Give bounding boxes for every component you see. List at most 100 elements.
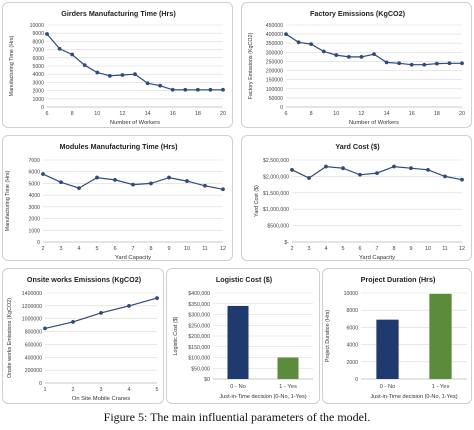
x-tick-label: 1	[44, 387, 47, 393]
data-point	[195, 87, 200, 92]
x-axis-label: Number of Workers	[110, 120, 160, 126]
y-tick-label: 4000	[32, 72, 44, 78]
y-tick-label: 350000	[266, 41, 283, 47]
y-tick-label: $-	[284, 240, 289, 246]
chart-onsite-works-emissions: Onsite works Emissions (KgCO2) 0 200000 400…	[2, 268, 164, 404]
data-point	[372, 52, 376, 57]
y-tick-label: 4000	[346, 343, 358, 349]
series-line	[42, 173, 224, 190]
data-point	[409, 62, 414, 67]
data-point	[208, 87, 213, 92]
x-tick-label: 10	[333, 111, 339, 117]
y-tick-label: 6000	[346, 325, 358, 331]
data-point	[82, 63, 87, 68]
data-point	[155, 296, 159, 301]
y-tick-label: 0	[41, 105, 44, 111]
chart-title: Logistic Cost ($)	[216, 275, 273, 284]
figure-caption: Figure 5: The main influential parameter…	[103, 410, 371, 424]
y-tick-label: $250,000	[188, 323, 210, 329]
x-tick-label: 4	[128, 387, 131, 393]
y-tick-label: 3000	[32, 80, 44, 86]
x-tick-label: 0 - No	[230, 384, 246, 390]
data-point	[358, 172, 362, 177]
y-tick-label: 5000	[28, 181, 40, 187]
x-tick-label: 18	[434, 111, 440, 117]
x-tick-label: 11	[202, 246, 208, 252]
x-tick-label: 10	[184, 246, 190, 252]
y-tick-label: 10000	[344, 291, 359, 297]
data-point	[309, 42, 314, 47]
data-point	[290, 167, 294, 172]
data-point	[375, 171, 379, 176]
y-tick-label: 1000000	[22, 317, 42, 323]
data-point	[77, 186, 81, 191]
y-tick-label: $350,000	[188, 302, 210, 308]
x-tick-label: 5	[342, 246, 345, 252]
y-tick-label: 100000	[266, 87, 283, 93]
data-point	[99, 311, 103, 315]
y-tick-label: $500,000	[267, 224, 289, 230]
y-axis-label: Manufacturing Time (Hrs)	[5, 170, 11, 231]
chart-svg: Onsite works Emissions (KgCO2) 0 200000 400…	[7, 275, 159, 402]
data-point	[183, 87, 188, 92]
data-point	[203, 183, 207, 188]
y-tick-label: 0	[355, 377, 358, 383]
chart-title: Onsite works Emissions (KgCO2)	[27, 275, 142, 284]
x-tick-label: 1 - Yes	[279, 384, 297, 390]
x-tick-label: 3	[60, 246, 63, 252]
x-tick-label: 18	[195, 111, 201, 117]
x-tick-label: 8	[150, 246, 153, 252]
y-axis-label: Project Duration (Hrs)	[325, 310, 331, 362]
chart-title: Yard Cost ($)	[335, 142, 380, 151]
y-tick-label: $1,500,000	[263, 191, 289, 197]
y-tick-label: $1,000,000	[263, 207, 289, 213]
y-tick-label: $150,000	[188, 345, 210, 351]
y-tick-label: 1400000	[22, 291, 42, 297]
x-tick-label: 7	[132, 246, 135, 252]
data-point	[170, 87, 175, 92]
x-tick-label: 8	[71, 111, 74, 117]
y-tick-label: 400000	[25, 355, 42, 361]
data-point	[296, 40, 301, 45]
x-tick-label: 4	[325, 246, 328, 252]
data-point	[346, 54, 351, 59]
data-point	[307, 176, 311, 180]
data-point	[460, 61, 464, 66]
data-point	[145, 81, 150, 86]
bar	[227, 305, 249, 379]
y-tick-label: 6000	[32, 56, 44, 62]
y-tick-label: 7000	[28, 158, 40, 164]
data-point	[447, 61, 452, 66]
x-axis-label: On Site Mobile Cranes	[72, 396, 130, 402]
x-tick-label: 2	[72, 387, 75, 393]
data-point	[95, 175, 99, 180]
chart-factory-emissions: Factory Emissions (KgCO2) 0 50000 100000 150…	[241, 2, 472, 128]
x-tick-label: 2	[42, 246, 45, 252]
data-point	[158, 83, 163, 88]
chart-project-duration: Project Duration (Hrs) 0 2000 4000 6000 8000 1…	[322, 268, 472, 404]
y-tick-label: 9000	[32, 31, 44, 37]
y-tick-label: 300000	[266, 50, 283, 56]
y-tick-label: 2000	[32, 89, 44, 95]
data-point	[397, 61, 402, 66]
x-tick-label: 9	[168, 246, 171, 252]
x-tick-label: 5	[156, 387, 159, 393]
data-point	[359, 54, 364, 59]
y-tick-label: 50000	[269, 96, 284, 102]
y-tick-label: 2000	[28, 217, 40, 223]
x-axis-label: Number of Workers	[349, 120, 399, 126]
data-point	[185, 179, 189, 183]
y-tick-label: 1000	[28, 228, 40, 234]
y-tick-label: 150000	[266, 78, 283, 84]
data-point	[221, 187, 225, 192]
chart-girders-manufacturing-time: Girders Manufacturing Time (Hrs) 0 1000 200…	[2, 2, 233, 128]
y-tick-label: $200,000	[188, 334, 210, 340]
y-tick-label: 0	[37, 240, 40, 246]
y-tick-label: 6000	[28, 170, 40, 176]
data-point	[443, 174, 447, 179]
x-axis-label: Yard Capacity	[115, 255, 151, 261]
y-tick-label: $0	[204, 377, 210, 383]
y-tick-label: 0	[280, 105, 283, 111]
x-tick-label: 4	[78, 246, 81, 252]
x-axis-label: Just-in-Time decision (0-No, 1-Yes)	[219, 394, 306, 400]
